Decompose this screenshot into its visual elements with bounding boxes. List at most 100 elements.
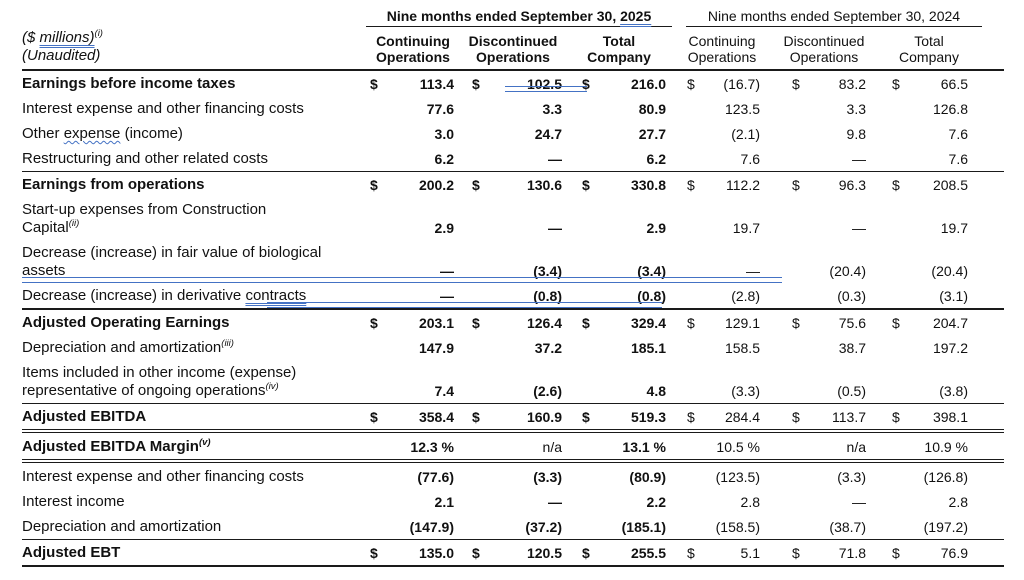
row-label: Earnings before income taxes [22,75,366,93]
value-cell: $113.7 [772,408,876,426]
value-cell: (38.7) [772,518,876,536]
value-cell: $358.4 [366,408,460,426]
value-cell: 27.7 [566,125,672,143]
currency-symbol: $ [582,76,590,92]
value-cell: (2.1) [672,125,772,143]
value-cell: 7.6 [672,150,772,168]
table-row-adjusted-operating-earnings: Adjusted Operating Earnings $203.1 $126.4 $… [22,308,1004,335]
value: (20.4) [931,263,968,279]
value-cell: $96.3 [772,176,876,194]
currency-symbol: $ [370,545,378,561]
period-2025-year: 2025 [620,8,652,24]
label-text: Adjusted Operating Earnings [22,314,230,331]
value-cell: — [460,150,566,168]
value-cell: (20.4) [772,262,876,280]
currency-symbol: $ [370,177,378,193]
value-cell: (0.3) [772,287,876,305]
value-cell: (3.3) [460,468,566,486]
table-row-adjusted-ebitda: Adjusted EBITDA $358.4 $160.9 $519.3 $284.4 $… [22,403,1004,433]
value-cell: $126.4 [460,314,566,332]
value-cell: (3.8) [876,382,982,400]
value-cell: $329.4 [566,314,672,332]
value: 3.0 [434,126,454,142]
value: 10.5 % [716,439,760,455]
label-text: Adjusted EBITDA Margin [22,438,199,455]
value: 80.9 [638,101,666,117]
value-cell: — [772,219,876,237]
value-cell: $120.5 [460,544,566,562]
colhead-2024-total: Total Company [876,31,982,65]
value-cell: (185.1) [566,518,672,536]
label-text: expense [63,125,121,142]
value-cell: (2.8) [672,287,772,305]
label-text: representative of ongoing operations [22,382,266,399]
value-cell: $66.5 [876,75,982,93]
value-cell: 19.7 [876,219,982,237]
value-cell: $5.1 [672,544,772,562]
value-cell: $398.1 [876,408,982,426]
value: 102.5 [526,76,562,92]
value: 129.1 [724,315,760,331]
value-cell: 2.9 [366,219,460,237]
value-cell: $216.0 [566,75,672,93]
row-label: Decrease (increase) in derivative contra… [22,287,366,305]
value: 37.2 [534,340,562,356]
colhead-2025-total: Total Company [566,31,672,65]
value: 255.5 [630,545,666,561]
currency-symbol: $ [792,409,800,425]
value: 3.3 [846,101,866,117]
value: 2.8 [740,494,760,510]
value: — [852,494,866,510]
value: (123.5) [715,469,760,485]
value: 208.5 [932,177,968,193]
label-text: Items included in other income (expense) [22,364,297,381]
period-header-2024: Nine months ended September 30, 2024 [686,8,982,27]
value-cell: $208.5 [876,176,982,194]
value: 9.8 [846,126,866,142]
label-text: Depreciation and amortization [22,339,222,356]
value: (0.3) [837,288,866,304]
value: 75.6 [838,315,866,331]
currency-symbol: $ [892,409,900,425]
value: 10.9 % [924,439,968,455]
value: — [440,263,454,279]
value: (20.4) [829,263,866,279]
value: 38.7 [838,340,866,356]
caption-unaudited: (Unaudited) [22,47,101,64]
table-row-adjusted-ebitda-margin: Adjusted EBITDA Margin(v) 12.3 % n/a 13.1 %… [22,434,1004,463]
value: 13.1 % [622,439,666,455]
label-text: Decrease (increase) in derivative [22,287,246,304]
colhead-2025-continuing: Continuing Operations [366,31,460,65]
value-cell: $75.6 [772,314,876,332]
caption-pre: ($ [22,29,40,46]
value: 147.9 [418,340,454,356]
value-cell: 197.2 [876,339,982,357]
currency-symbol: $ [792,315,800,331]
value: 130.6 [526,177,562,193]
label-text: Adjusted EBITDA [22,408,147,425]
value: 330.8 [630,177,666,193]
currency-symbol: $ [687,409,695,425]
value: — [548,151,562,167]
value: 19.7 [940,220,968,236]
currency-symbol: $ [472,315,480,331]
value: 24.7 [534,126,562,142]
value: (80.9) [629,469,666,485]
value: 160.9 [526,409,562,425]
value-cell: 2.8 [876,493,982,511]
colhead-line: Operations [376,49,450,65]
value: (38.7) [829,519,866,535]
value-cell: $330.8 [566,176,672,194]
value: (126.8) [923,469,968,485]
value-cell: 4.8 [566,382,672,400]
colhead-line: Continuing [376,33,450,49]
value: (3.4) [533,263,562,279]
currency-symbol: $ [582,409,590,425]
value: 7.6 [948,151,968,167]
value-cell: 158.5 [672,339,772,357]
value-cell: (0.8) [566,287,672,305]
table-row-fair-value-biological-assets: Decrease (increase) in fair value of bio… [22,240,1004,283]
value: — [852,151,866,167]
value-cell: 2.8 [672,493,772,511]
footnote-marker: (ii) [68,218,80,229]
